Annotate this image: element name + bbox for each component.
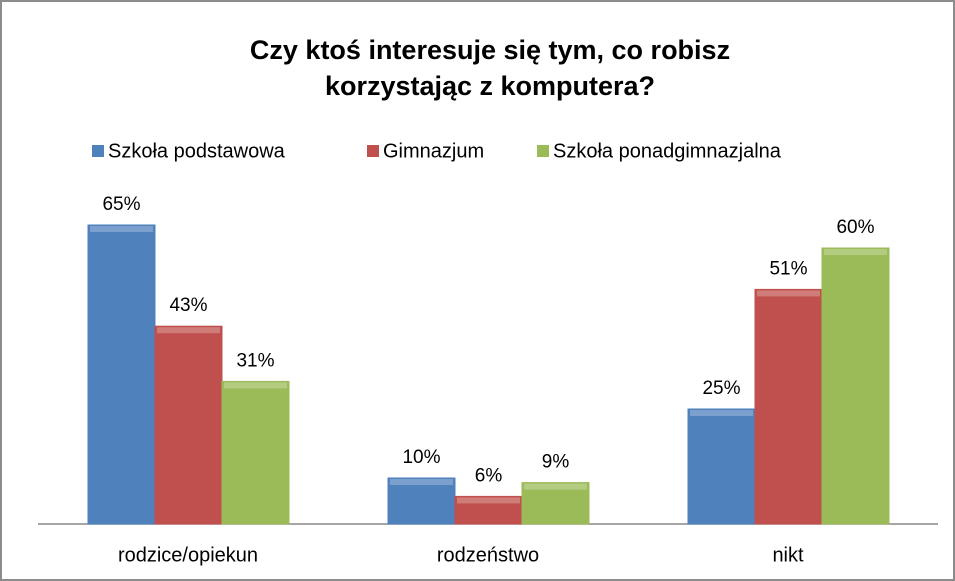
bar-bevel [390,479,453,485]
bar [821,247,890,525]
chart-title: korzystając z komputera? [325,71,655,101]
data-label: 51% [769,258,807,279]
bar [87,224,156,525]
bar [387,477,456,525]
bar-bevel [824,249,887,255]
x-tick-label: rodzice/opiekun [118,544,258,566]
bar [521,482,590,525]
data-label: 31% [236,350,274,371]
bar-bevel [157,327,220,334]
legend-label: Gimnazjum [383,140,484,162]
bar-bevel [757,290,820,297]
data-label: 60% [836,217,874,238]
x-tick-label: nikt [772,544,804,566]
bar-bevel [457,497,520,504]
data-label: 25% [702,378,740,399]
bar [687,408,756,525]
data-label: 9% [542,452,570,473]
legend-swatch [92,145,104,157]
data-label: 6% [475,465,503,486]
chart-title: Czy ktoś interesuje się tym, co robisz [250,35,730,65]
data-label: 43% [169,295,207,316]
bar [154,325,223,525]
bar [221,380,290,525]
bar-bevel [690,410,753,416]
data-label: 65% [102,194,140,215]
legend-label: Szkoła ponadgimnazjalna [553,140,782,162]
x-tick-label: rodzeństwo [437,544,539,566]
bar-bevel [524,483,587,490]
legend-label: Szkoła podstawowa [108,140,286,162]
data-label: 10% [402,447,440,468]
bar [754,288,823,525]
bar-bevel [90,226,153,232]
bar [454,495,523,525]
bar-bevel [224,382,287,389]
legend-swatch [537,145,549,157]
legend-swatch [367,145,379,157]
